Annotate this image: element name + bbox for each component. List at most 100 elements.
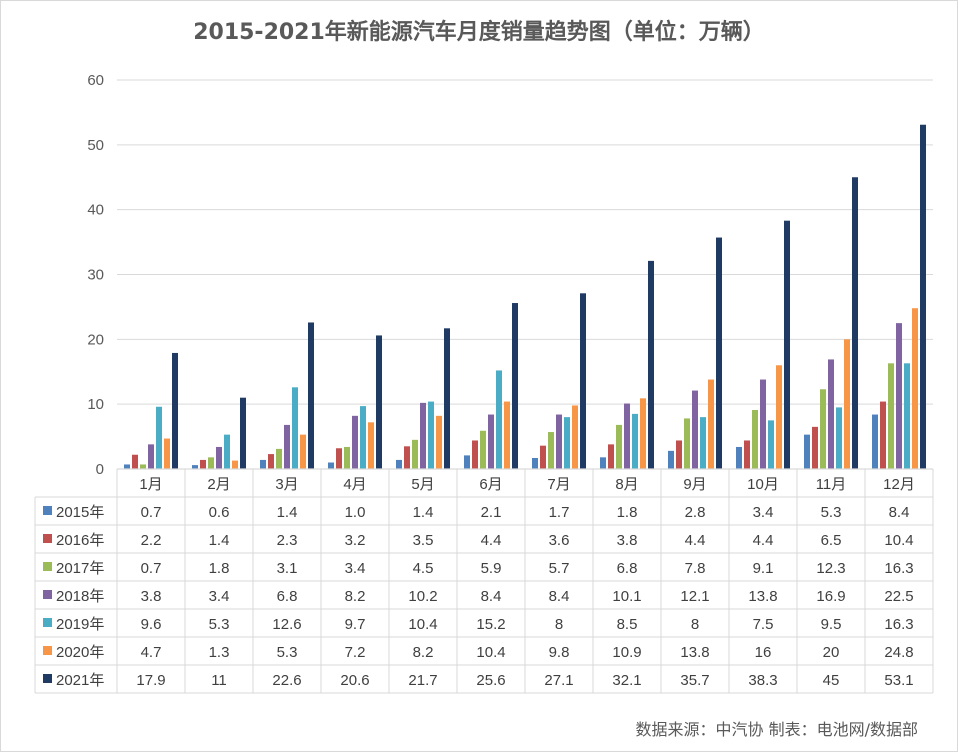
bar-2021年-9月 — [716, 237, 722, 469]
legend-key-2015年 — [43, 506, 52, 515]
data-label: 8.5 — [617, 616, 638, 633]
legend-key-2018年 — [43, 590, 52, 599]
bar-2016年-7月 — [540, 445, 546, 469]
bar-2016年-2月 — [200, 459, 206, 469]
bar-2018年-8月 — [624, 403, 630, 469]
data-label: 3.8 — [141, 588, 162, 605]
legend-label: 2020年 — [56, 644, 104, 661]
data-label: 8.4 — [549, 588, 570, 605]
x-tick-label: 8月 — [615, 476, 638, 493]
bar-2015年-3月 — [260, 459, 266, 469]
data-label: 9.8 — [549, 644, 570, 661]
data-label: 38.3 — [748, 672, 777, 689]
bar-2021年-10月 — [784, 220, 790, 469]
data-label: 53.1 — [884, 672, 913, 689]
data-label: 1.4 — [413, 504, 434, 521]
data-label: 9.1 — [753, 560, 774, 577]
bar-2021年-3月 — [308, 322, 314, 469]
bar-2017年-8月 — [616, 424, 622, 469]
data-label: 16.9 — [816, 588, 845, 605]
bar-2018年-4月 — [352, 415, 358, 469]
y-tick-label: 0 — [96, 461, 104, 478]
bar-2015年-5月 — [396, 459, 402, 469]
x-tick-label: 12月 — [883, 476, 915, 493]
data-label: 10.1 — [612, 588, 641, 605]
bar-2018年-5月 — [420, 402, 426, 469]
data-label: 27.1 — [544, 672, 573, 689]
bar-2020年-6月 — [504, 401, 510, 469]
data-label: 1.0 — [345, 504, 366, 521]
bar-2021年-12月 — [920, 124, 926, 470]
data-label: 3.4 — [753, 504, 774, 521]
bar-2015年-7月 — [532, 457, 538, 469]
y-tick-label: 50 — [87, 137, 104, 154]
data-label: 5.9 — [481, 560, 502, 577]
data-label: 8 — [555, 616, 563, 633]
data-label: 2.2 — [141, 532, 162, 549]
bar-2018年-12月 — [896, 323, 902, 469]
x-tick-label: 11月 — [816, 476, 847, 493]
bar-2021年-11月 — [852, 177, 858, 469]
bar-2018年-9月 — [692, 390, 698, 469]
data-label: 0.7 — [141, 560, 162, 577]
bar-2016年-6月 — [472, 440, 478, 469]
chart-title: 2015-2021年新能源汽车月度销量趋势图（单位：万辆） — [193, 20, 765, 45]
legend-key-2020年 — [43, 646, 52, 655]
bar-2016年-3月 — [268, 454, 274, 469]
data-label: 0.6 — [209, 504, 230, 521]
bar-2017年-2月 — [208, 457, 214, 469]
data-label: 0.7 — [141, 504, 162, 521]
bar-2016年-10月 — [744, 440, 750, 469]
bar-2018年-10月 — [760, 379, 766, 469]
bar-2015年-2月 — [192, 465, 198, 469]
data-label: 10.9 — [612, 644, 641, 661]
bar-2020年-8月 — [640, 398, 646, 469]
bar-2017年-12月 — [888, 363, 894, 469]
data-label: 9.7 — [345, 616, 366, 633]
bar-2015年-1月 — [124, 464, 130, 469]
bar-2016年-11月 — [812, 426, 818, 469]
data-label: 22.5 — [884, 588, 913, 605]
data-label: 10.4 — [476, 644, 505, 661]
data-label: 1.3 — [209, 644, 230, 661]
source-note: 数据来源：中汽协 制表：电池网/数据部 — [635, 720, 918, 739]
bar-2015年-12月 — [872, 414, 878, 469]
legend-key-2017年 — [43, 562, 52, 571]
bar-2015年-10月 — [736, 446, 742, 469]
data-label: 1.8 — [209, 560, 230, 577]
data-label: 1.4 — [209, 532, 230, 549]
data-label: 3.8 — [617, 532, 638, 549]
bar-2018年-7月 — [556, 414, 562, 469]
bar-2021年-7月 — [580, 293, 586, 469]
bar-2019年-6月 — [496, 370, 502, 469]
bar-2020年-12月 — [912, 308, 918, 469]
bar-2018年-3月 — [284, 424, 290, 469]
bar-2019年-11月 — [836, 407, 842, 469]
data-label: 20.6 — [340, 672, 369, 689]
data-label: 12.1 — [680, 588, 709, 605]
data-label: 2.3 — [277, 532, 298, 549]
data-label: 16 — [755, 644, 772, 661]
bar-2017年-11月 — [820, 389, 826, 469]
bar-2017年-7月 — [548, 432, 554, 469]
bar-2018年-2月 — [216, 446, 222, 469]
bar-2019年-8月 — [632, 413, 638, 469]
legend-label: 2021年 — [56, 672, 104, 689]
bar-2015年-6月 — [464, 455, 470, 469]
bar-2019年-10月 — [768, 420, 774, 469]
data-label: 8.4 — [481, 588, 502, 605]
bar-2019年-7月 — [564, 417, 570, 469]
data-label: 1.4 — [277, 504, 298, 521]
data-label: 10.4 — [408, 616, 437, 633]
data-label: 4.5 — [413, 560, 434, 577]
bar-2020年-5月 — [436, 415, 442, 469]
bar-2015年-8月 — [600, 457, 606, 469]
data-label: 2.8 — [685, 504, 706, 521]
data-label: 16.3 — [884, 616, 913, 633]
bar-2016年-1月 — [132, 454, 138, 469]
bar-2020年-7月 — [572, 405, 578, 469]
legend-label: 2016年 — [56, 532, 104, 549]
bar-2019年-12月 — [904, 363, 910, 469]
data-label: 12.3 — [816, 560, 845, 577]
